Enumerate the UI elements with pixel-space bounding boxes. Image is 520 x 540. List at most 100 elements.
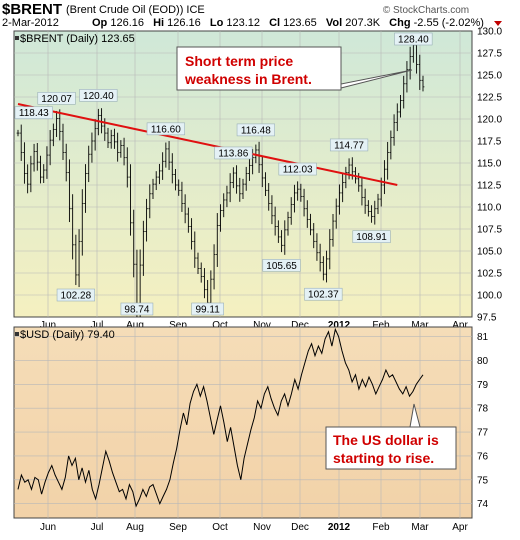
price-label: 116.60 [146,122,185,135]
brent-y-axis: 97.5 100.0 102.5 105.0 107.5 110.0 112.5 115.0 1… [477,27,502,324]
price-bar [58,109,62,141]
price-bar [116,132,120,162]
price-bar [100,108,104,134]
price-bar [141,220,145,276]
x-tick-label: Oct [212,522,228,533]
price-bar [132,209,136,278]
price-bar [122,137,126,166]
y-tick-label: 81 [477,332,489,343]
price-bar [241,178,245,200]
price-bar [93,119,97,151]
price-bar [273,206,277,236]
svg-text:118.43: 118.43 [19,108,49,119]
x-tick-label: Apr [452,320,468,331]
price-bar [183,194,187,224]
brent-annotation-pointer [340,69,413,89]
price-bar [87,145,91,183]
x-tick-label: Oct [212,320,228,331]
price-bar [145,198,149,242]
x-tick-label: 2012 [328,320,351,331]
price-bar [32,143,36,172]
y-tick-label: 130.0 [477,27,502,38]
price-bar [67,159,71,223]
usd-line [17,327,424,508]
price-bar [119,140,123,158]
svg-text:112.03: 112.03 [283,165,313,176]
trendline [17,103,398,186]
usd-annotation-box [325,426,457,470]
price-bar [389,130,393,160]
price-bar [244,166,248,191]
price-bar [222,193,226,218]
price-bar [286,211,290,236]
x-tick-label: Mar [411,320,429,331]
svg-text:116.48: 116.48 [241,125,271,136]
price-bar [399,94,402,118]
price-label: 116.48 [236,123,275,136]
price-bar [402,75,406,109]
price-bar [421,75,425,92]
y-tick-label: 120.0 [477,115,502,126]
price-bar [276,220,280,243]
y-tick-label: 80 [477,356,489,367]
y-tick-label: 77 [477,428,489,439]
price-label: 102.28 [56,288,95,302]
price-bar [212,244,216,290]
price-label: 118.43 [14,106,53,119]
usd-series-line [17,327,424,508]
x-tick-label: Aug [126,320,144,331]
price-bar [174,169,177,191]
price-bar [283,220,287,255]
x-tick-label: 2012 [328,522,351,533]
price-label: 113.86 [214,146,253,159]
price-bar [84,164,87,213]
usd-legend: $USD (Daily) 79.40 [20,329,115,341]
svg-text:99.11: 99.11 [195,305,220,316]
price-label: 114.77 [329,138,369,151]
y-tick-label: 122.5 [477,93,502,104]
price-label: 108.91 [352,230,391,243]
price-bar [325,250,329,283]
price-bar [154,171,158,191]
price-bar [161,152,165,180]
price-bar [305,200,309,228]
price-bar [267,183,271,211]
x-tick-label: Nov [253,320,271,331]
price-bar [386,141,390,180]
x-tick-label: Jun [40,320,56,331]
price-label: 98.74 [120,302,154,316]
price-bar [289,197,293,225]
brent-x-axis: Jun Jul Aug Sep Oct Nov Dec 2012 Feb Mar Apr [40,320,469,331]
x-tick-label: Sep [169,320,187,331]
svg-text:128.40: 128.40 [398,35,429,46]
price-bar [257,141,261,173]
price-bar [315,233,319,261]
x-tick-label: Mar [411,522,429,533]
price-bar [106,127,110,148]
x-tick-label: Feb [372,522,390,533]
y-tick-label: 97.5 [477,313,497,324]
price-bar [334,198,338,229]
price-bar [280,230,284,253]
price-bar [170,153,174,184]
price-bar [16,129,20,137]
price-bar [225,185,229,208]
price-bar [80,189,84,256]
price-bar [157,163,161,185]
price-bar [318,243,322,272]
svg-text:113.86: 113.86 [218,148,248,159]
price-bar [26,164,30,194]
price-bar [112,128,116,149]
stockcharts-credit: © StockCharts.com [383,5,469,16]
price-bar [48,130,52,166]
header-date: 2-Mar-2012 [2,17,59,29]
price-bar [55,110,59,137]
price-bar [302,188,306,217]
price-bar [408,46,412,80]
price-bar [373,200,377,225]
y-tick-label: 115.0 [477,159,502,170]
price-bar [190,218,194,250]
price-bar [42,164,46,183]
svg-text:98.74: 98.74 [124,305,149,316]
